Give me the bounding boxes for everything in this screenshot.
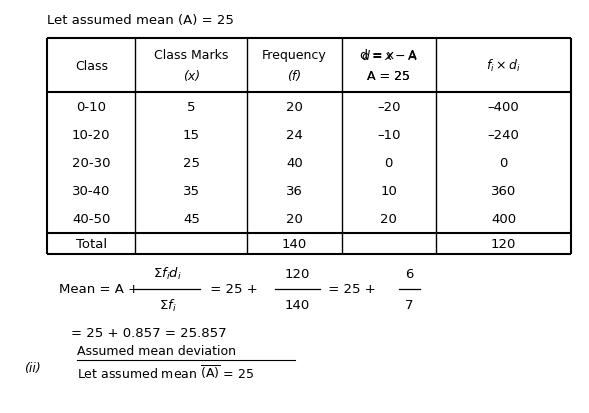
Text: Mean = A +: Mean = A + xyxy=(59,282,143,296)
Text: Let assumed mean $\overline{(\mathrm{A})}$ = 25: Let assumed mean $\overline{(\mathrm{A})… xyxy=(77,363,253,380)
Text: 45: 45 xyxy=(183,213,200,226)
Text: 6: 6 xyxy=(405,267,413,280)
Text: $\Sigma f_i d_i$: $\Sigma f_i d_i$ xyxy=(153,266,183,281)
Text: = 25 + 0.857 = 25.857: = 25 + 0.857 = 25.857 xyxy=(71,326,226,339)
Text: –400: –400 xyxy=(488,100,519,114)
Text: Total: Total xyxy=(76,237,107,250)
Text: 0: 0 xyxy=(385,157,393,170)
Text: $f_i \times d_i$: $f_i \times d_i$ xyxy=(486,58,521,74)
Text: 25: 25 xyxy=(183,157,200,170)
Text: 10-20: 10-20 xyxy=(72,128,111,142)
Text: (f): (f) xyxy=(287,70,302,83)
Text: $d = x - \mathrm{A}$: $d = x - \mathrm{A}$ xyxy=(360,49,417,63)
Text: 20-30: 20-30 xyxy=(72,157,111,170)
Text: –240: –240 xyxy=(488,128,519,142)
Text: 36: 36 xyxy=(286,185,303,198)
Text: 120: 120 xyxy=(491,237,517,250)
Text: 20: 20 xyxy=(380,213,397,226)
Text: 24: 24 xyxy=(286,128,303,142)
Text: (x): (x) xyxy=(183,70,200,83)
Text: 15: 15 xyxy=(183,128,200,142)
Text: A = 25: A = 25 xyxy=(367,70,411,83)
Text: 40-50: 40-50 xyxy=(72,213,111,226)
Text: 120: 120 xyxy=(284,267,310,280)
Text: A = 25: A = 25 xyxy=(367,70,411,83)
Text: = 25 +: = 25 + xyxy=(324,282,380,296)
Text: –20: –20 xyxy=(377,100,401,114)
Text: 0-10: 0-10 xyxy=(77,100,106,114)
Text: Let assumed mean (A) = 25: Let assumed mean (A) = 25 xyxy=(47,14,234,27)
Text: 5: 5 xyxy=(187,100,196,114)
Text: 360: 360 xyxy=(491,185,516,198)
Text: d = x – A: d = x – A xyxy=(360,49,417,62)
Text: Assumed mean deviation: Assumed mean deviation xyxy=(77,344,236,357)
Text: Class Marks: Class Marks xyxy=(154,49,229,62)
Text: 0: 0 xyxy=(499,157,508,170)
Text: 400: 400 xyxy=(491,213,516,226)
Text: 10: 10 xyxy=(380,185,397,198)
Text: 140: 140 xyxy=(285,298,310,311)
Text: (ii): (ii) xyxy=(24,361,40,374)
Text: –10: –10 xyxy=(377,128,401,142)
Text: = 25 +: = 25 + xyxy=(206,282,262,296)
Text: Class: Class xyxy=(75,59,108,73)
Text: $\Sigma f_i$: $\Sigma f_i$ xyxy=(159,297,177,313)
Text: 30-40: 30-40 xyxy=(72,185,111,198)
Text: 40: 40 xyxy=(286,157,303,170)
Text: 20: 20 xyxy=(286,100,303,114)
Text: Frequency: Frequency xyxy=(262,49,327,62)
Text: 7: 7 xyxy=(405,298,413,311)
Text: 140: 140 xyxy=(282,237,307,250)
Text: 20: 20 xyxy=(286,213,303,226)
Text: 35: 35 xyxy=(183,185,200,198)
